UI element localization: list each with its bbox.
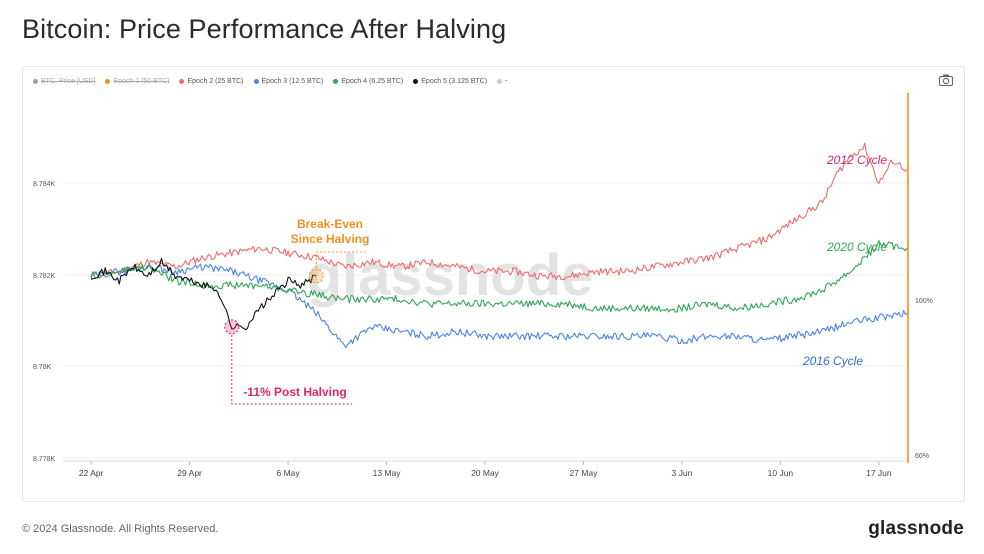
legend-item[interactable]: Epoch 5 (3.125 BTC): [413, 78, 487, 85]
legend-item[interactable]: Epoch 4 (6.25 BTC): [333, 78, 403, 85]
legend-swatch: [253, 78, 259, 84]
copyright-notice: © 2024 Glassnode. All Rights Reserved.: [22, 523, 219, 535]
x-tick-label: 22 Apr: [79, 468, 104, 478]
y-tick-label: 8.78K: [33, 364, 52, 371]
annotation-breakeven-line2: Since Halving: [291, 232, 370, 246]
chart-legend: BTC: Price [USD] Epoch 1 (50 BTC) Epoch 2 …: [33, 74, 507, 88]
y-tick-label: 8.782K: [33, 273, 56, 280]
breakeven-marker: [308, 268, 324, 284]
drawdown-connector: [231, 334, 352, 405]
annotation-2020-cycle: 2020 Cycle: [826, 240, 887, 254]
y-tick-label: 8.778K: [33, 456, 56, 463]
x-tick-label: 27 May: [570, 468, 599, 478]
chart-frame: BTC: Price [USD] Epoch 1 (50 BTC) Epoch 2 …: [22, 66, 965, 502]
legend-item[interactable]: -: [497, 78, 507, 85]
chart-plot-area: 8.784K 8.782K 8.78K 8.778K 22 Apr 29 Apr 6 May…: [33, 93, 933, 478]
page-title: Bitcoin: Price Performance After Halving: [22, 14, 507, 44]
annotation-breakeven-line1: Break-Even: [297, 217, 363, 231]
legend-label: Epoch 2 (25 BTC): [187, 77, 244, 85]
watermark: glassnode: [307, 243, 594, 308]
x-tick-label: 17 Jun: [866, 468, 892, 478]
drawdown-marker: [224, 319, 240, 335]
x-tick-label: 20 May: [471, 468, 500, 478]
legend-label: Epoch 4 (6.25 BTC): [341, 77, 404, 85]
x-tick-label: 3 Jun: [672, 468, 693, 478]
annotation-2016-cycle: 2016 Cycle: [802, 354, 863, 368]
x-tick-label: 10 Jun: [768, 468, 794, 478]
series-line-epoch-3: [90, 263, 908, 349]
series-line-epoch-2: [90, 142, 908, 281]
legend-label: BTC: Price [USD]: [41, 77, 96, 85]
breakeven-connector: [315, 251, 367, 268]
y-right-tick-label: 60%: [915, 453, 929, 460]
legend-swatch: [33, 78, 38, 84]
x-tick-label: 13 May: [373, 468, 402, 478]
annotation-2012-cycle: 2012 Cycle: [826, 153, 887, 167]
legend-item[interactable]: Epoch 2 (25 BTC): [179, 77, 244, 85]
x-tick-label: 29 Apr: [177, 468, 202, 478]
legend-swatch: [333, 78, 339, 84]
legend-item[interactable]: BTC: Price [USD]: [33, 78, 95, 85]
legend-label: -: [505, 77, 508, 85]
y-tick-label: 8.784K: [33, 181, 56, 188]
legend-swatch: [179, 78, 185, 84]
series-line-epoch-4: [90, 240, 908, 313]
camera-icon[interactable]: [938, 73, 954, 87]
legend-swatch: [497, 78, 503, 84]
series-line-epoch-5: [90, 257, 317, 331]
annotation-drawdown: -11% Post Halving: [243, 385, 346, 399]
brand-logo: glassnode: [868, 518, 964, 539]
y-right-tick-label: 100%: [915, 298, 933, 305]
legend-item[interactable]: Epoch 3 (12.5 BTC): [253, 77, 324, 85]
legend-label: Epoch 5 (3.125 BTC): [421, 77, 488, 85]
x-tick-label: 6 May: [276, 468, 300, 478]
legend-swatch: [413, 78, 419, 84]
legend-swatch: [105, 78, 111, 84]
legend-label: Epoch 3 (12.5 BTC): [261, 77, 324, 85]
legend-label: Epoch 1 (50 BTC): [113, 77, 170, 85]
legend-item[interactable]: Epoch 1 (50 BTC): [105, 78, 169, 85]
